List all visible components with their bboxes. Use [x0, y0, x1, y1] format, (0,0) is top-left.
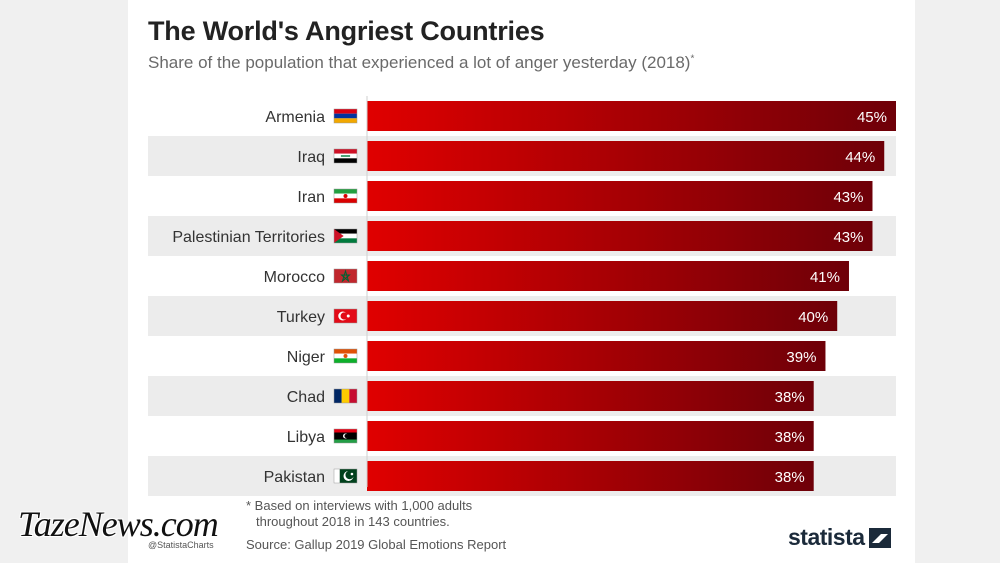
category-label: Chad [287, 389, 325, 406]
palestine-flag-icon [333, 228, 358, 244]
bar-palestinian-territories [367, 221, 873, 251]
category-label: Iran [297, 189, 325, 206]
category-label: Niger [287, 349, 326, 366]
statista-handle: @StatistaCharts [148, 540, 214, 550]
bar-chad [367, 381, 814, 411]
category-label: Turkey [277, 309, 325, 326]
bar-niger [367, 341, 826, 371]
bar-morocco [367, 261, 849, 291]
bar-libya [367, 421, 814, 451]
bar-value-label: 44% [845, 149, 875, 166]
subtitle-footnote-mark: * [690, 53, 695, 65]
chart-title: The World's Angriest Countries [148, 16, 545, 46]
bar-value-label: 43% [833, 229, 863, 246]
statista-logo-icon [868, 527, 891, 548]
bar-value-label: 38% [775, 389, 805, 406]
libya-flag-icon [333, 428, 358, 444]
bar-value-label: 41% [810, 269, 840, 286]
bar-value-label: 45% [857, 109, 887, 126]
source-note: Source: Gallup 2019 Global Emotions Repo… [246, 537, 507, 552]
turkey-flag-icon [333, 308, 358, 324]
bar-armenia [367, 101, 896, 131]
category-label: Iraq [297, 149, 325, 166]
bar-value-label: 38% [775, 469, 805, 486]
bar-pakistan [367, 461, 814, 491]
niger-flag-icon [333, 348, 358, 364]
armenia-flag-icon [333, 108, 358, 124]
statista-logo-text: statista [788, 524, 865, 550]
bar-turkey [367, 301, 838, 331]
category-label: Libya [287, 429, 325, 446]
morocco-flag-icon [333, 268, 358, 284]
iraq-flag-icon [333, 148, 358, 164]
statista-logo[interactable]: statista [788, 524, 891, 551]
bar-value-label: 40% [798, 309, 828, 326]
bar-value-label: 39% [786, 349, 816, 366]
category-label: Pakistan [264, 469, 325, 486]
category-label: Palestinian Territories [172, 229, 325, 246]
pakistan-flag-icon [333, 468, 358, 484]
category-label: Armenia [265, 109, 325, 126]
chart-subtitle: Share of the population that experienced… [148, 53, 695, 72]
bar-iran [367, 181, 873, 211]
iran-flag-icon [333, 188, 358, 204]
footnote: * Based on interviews with 1,000 adults … [246, 498, 472, 530]
chad-flag-icon [333, 388, 358, 404]
footnote-line-2: throughout 2018 in 143 countries. [256, 514, 450, 529]
bar-iraq [367, 141, 885, 171]
footnote-line-1: * Based on interviews with 1,000 adults [246, 498, 473, 513]
category-label: Morocco [264, 269, 325, 286]
bar-value-label: 38% [775, 429, 805, 446]
bar-value-label: 43% [833, 189, 863, 206]
tazenews-watermark: TazeNews.com [18, 504, 219, 544]
